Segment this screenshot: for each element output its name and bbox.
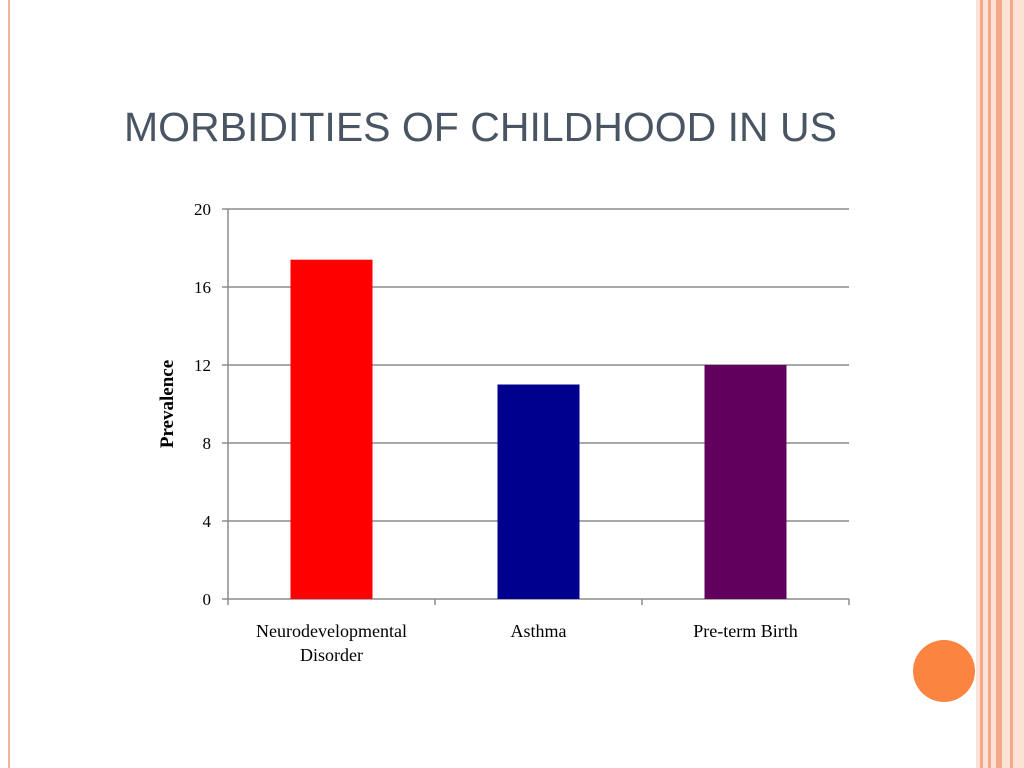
x-tick-label: Disorder	[300, 645, 363, 665]
bar-2	[704, 365, 787, 599]
y-tick-label: 8	[203, 434, 212, 453]
x-tick-label: Asthma	[511, 621, 567, 641]
slide-frame-right	[976, 0, 1024, 768]
x-tick-labels: Neurodevelopmental Disorder Asthma Pre-term…	[256, 621, 798, 665]
y-tick-label: 0	[203, 590, 212, 609]
y-tick-label: 16	[194, 278, 211, 297]
slide-frame-left	[0, 0, 10, 768]
x-tick-label: Pre-term Birth	[693, 621, 797, 641]
y-tick-label: 20	[194, 200, 211, 219]
y-tick-label: 4	[203, 512, 212, 531]
orange-circle-decoration	[913, 640, 975, 702]
y-axis-label: Prevalence	[157, 360, 178, 448]
slide-title: MORBIDITIES OF CHILDHOOD IN US	[124, 104, 837, 150]
x-tick-label: Neurodevelopmental	[256, 621, 407, 641]
bar-0	[290, 259, 373, 599]
bars	[290, 259, 787, 599]
bar-1	[497, 384, 580, 599]
y-tick-label: 12	[194, 356, 211, 375]
y-tick-labels: 0 4 8 12 16 20	[194, 200, 212, 609]
